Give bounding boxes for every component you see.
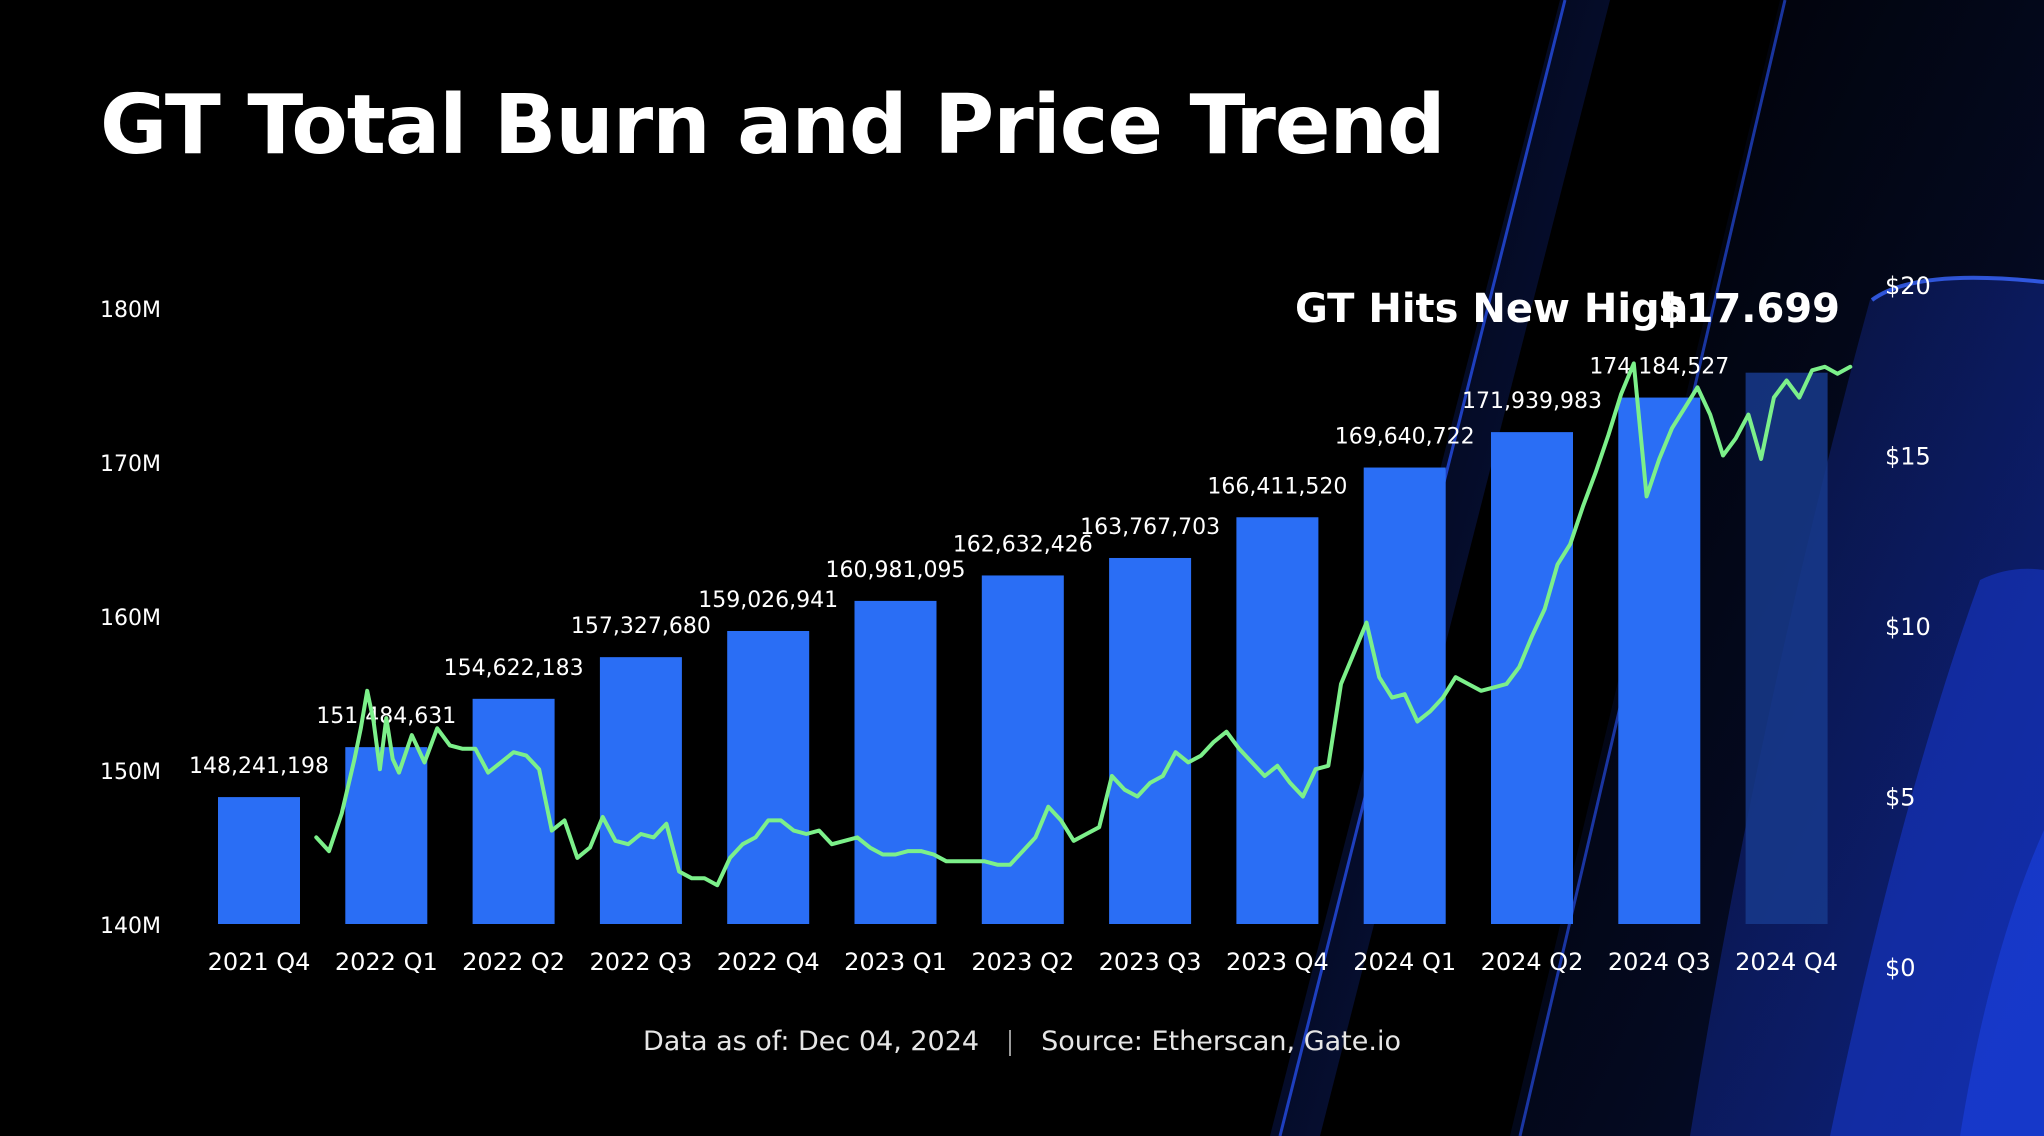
bar-data-label: 166,411,520: [1207, 474, 1347, 499]
left-axis: 140M 150M 160M 170M 180M: [100, 298, 161, 939]
category-label: 2023 Q1: [844, 948, 947, 976]
footer: Data as of: Dec 04, 2024 Source: Ethersca…: [0, 1026, 2044, 1057]
left-axis-tick: 140M: [100, 914, 161, 939]
category-label: 2023 Q4: [1226, 948, 1329, 976]
category-label: 2023 Q2: [971, 948, 1074, 976]
bar-2024-q2: [1491, 432, 1573, 924]
price-line-series: [314, 361, 1853, 888]
right-axis-tick: $10: [1885, 613, 1931, 641]
bar-2023-q3: [1109, 557, 1192, 924]
category-label: 2024 Q4: [1735, 948, 1838, 976]
data-as-of-text: Data as of: Dec 04, 2024: [643, 1026, 980, 1057]
bar-data-label: 163,767,703: [1080, 515, 1220, 540]
bar-2022-q1: [345, 747, 428, 924]
bar-2023-q2: [981, 575, 1064, 924]
bar-data-label: 159,026,941: [698, 588, 838, 613]
decor-band-5: [1960, 830, 2044, 1136]
bar-data-label: 160,981,095: [826, 558, 966, 583]
bar-data-label: 154,622,183: [444, 656, 584, 681]
source-text: Source: Etherscan, Gate.io: [1041, 1026, 1401, 1057]
bar-data-label: 157,327,680: [571, 614, 711, 639]
bar-2022-q3: [599, 657, 682, 924]
bar-2024-q3: [1618, 397, 1701, 924]
right-axis-tick: $15: [1885, 443, 1931, 471]
bar-data-label: 174,184,527: [1589, 355, 1729, 380]
bar-data-label: 162,632,426: [953, 532, 1093, 557]
bar-2022-q4: [727, 630, 810, 924]
category-label: 2024 Q2: [1481, 948, 1584, 976]
category-label: 2022 Q3: [589, 948, 692, 976]
bar-data-label: 171,939,983: [1462, 389, 1602, 414]
category-axis: 2021 Q4 2022 Q1 2022 Q2 2022 Q3 2022 Q4 2023 …: [208, 948, 1838, 976]
bar-2021-q4: [218, 797, 300, 924]
right-axis: $0 $5 $10 $15 $20: [1885, 272, 1931, 982]
category-label: 2022 Q4: [717, 948, 820, 976]
bar-2023-q1: [854, 600, 937, 924]
category-label: 2022 Q2: [462, 948, 565, 976]
right-axis-tick: $20: [1885, 272, 1931, 300]
bar-series: [218, 372, 1828, 924]
bar-2024-q4: [1745, 372, 1828, 924]
footer-separator: [1009, 1029, 1012, 1056]
left-axis-tick: 180M: [100, 298, 161, 323]
bar-data-label: 148,241,198: [189, 754, 329, 779]
left-axis-tick: 150M: [100, 760, 161, 785]
price-line: [314, 361, 1853, 888]
annotation-label: GT Hits New High: [1295, 286, 1688, 332]
right-axis-tick: $5: [1885, 784, 1916, 812]
bar-2023-q4: [1236, 517, 1319, 924]
category-label: 2024 Q1: [1353, 948, 1456, 976]
annotation-value: $17.699: [1658, 286, 1840, 332]
bar-data-label: 169,640,722: [1335, 425, 1475, 450]
category-label: 2022 Q1: [335, 948, 438, 976]
right-axis-tick: $0: [1885, 954, 1916, 982]
page-title: GT Total Burn and Price Trend: [100, 78, 1446, 173]
category-label: 2024 Q3: [1608, 948, 1711, 976]
left-axis-tick: 160M: [100, 606, 161, 631]
decor-line-3: [1870, 275, 2044, 302]
bar-2022-q2: [472, 698, 555, 924]
category-label: 2021 Q4: [208, 948, 311, 976]
category-label: 2023 Q3: [1099, 948, 1202, 976]
left-axis-tick: 170M: [100, 452, 161, 477]
bar-data-labels: 148,241,198151,484,631154,622,183157,327…: [189, 355, 1729, 780]
